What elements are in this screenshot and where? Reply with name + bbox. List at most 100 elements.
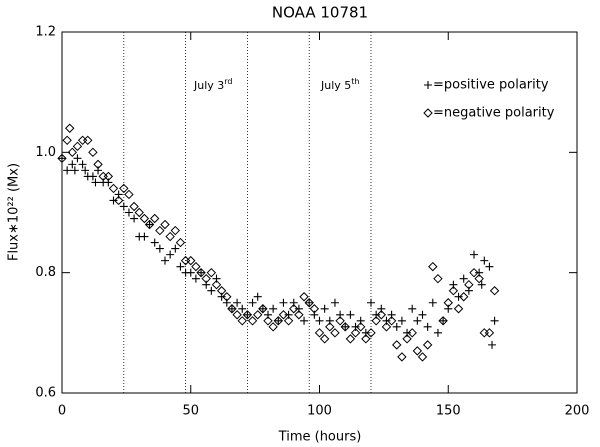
marker-diamond bbox=[165, 231, 175, 242]
marker-plus bbox=[73, 154, 82, 163]
marker-diamond bbox=[371, 316, 381, 326]
marker-diamond bbox=[129, 201, 139, 212]
marker-plus bbox=[109, 196, 118, 205]
marker-diamond bbox=[211, 279, 222, 290]
x-tick-label: 200 bbox=[565, 404, 590, 419]
marker-plus bbox=[464, 286, 473, 295]
marker-plus bbox=[186, 268, 195, 277]
marker-plus bbox=[459, 274, 468, 283]
marker-plus bbox=[243, 310, 252, 319]
marker-plus bbox=[130, 214, 139, 223]
marker-plus bbox=[320, 304, 329, 313]
marker-diamond bbox=[289, 304, 299, 314]
annotation-text: July 5 bbox=[320, 79, 351, 92]
marker-plus bbox=[428, 298, 437, 307]
marker-diamond bbox=[294, 310, 304, 320]
marker-diamond bbox=[227, 304, 237, 314]
marker-diamond bbox=[340, 322, 350, 332]
marker-plus bbox=[392, 322, 401, 331]
marker-plus bbox=[197, 268, 206, 277]
marker-diamond bbox=[139, 213, 150, 224]
legend-label: =positive polarity bbox=[433, 78, 549, 93]
x-tick-label: 0 bbox=[58, 404, 66, 419]
marker-diamond bbox=[361, 334, 371, 344]
marker-plus bbox=[477, 280, 486, 289]
marker-diamond bbox=[62, 135, 72, 146]
marker-plus bbox=[78, 160, 87, 169]
marker-plus bbox=[58, 154, 66, 163]
marker-plus bbox=[248, 298, 257, 307]
marker-plus bbox=[454, 292, 463, 301]
marker-plus bbox=[289, 298, 298, 307]
marker-diamond bbox=[134, 207, 144, 218]
marker-plus bbox=[377, 304, 386, 313]
marker-diamond bbox=[402, 334, 412, 344]
marker-plus bbox=[176, 262, 185, 271]
marker-plus bbox=[361, 328, 370, 337]
y-tick-label: 0.6 bbox=[35, 386, 56, 401]
marker-diamond bbox=[330, 328, 340, 338]
marker-plus bbox=[119, 202, 128, 211]
marker-diamond bbox=[155, 225, 165, 236]
y-tick-label: 1.2 bbox=[35, 25, 56, 40]
marker-diamond bbox=[201, 273, 211, 284]
marker-plus bbox=[305, 298, 314, 307]
marker-diamond bbox=[474, 273, 484, 284]
marker-diamond bbox=[278, 310, 289, 320]
marker-plus bbox=[387, 310, 396, 319]
marker-plus bbox=[470, 250, 478, 259]
marker-diamond bbox=[397, 352, 407, 362]
marker-plus bbox=[233, 298, 242, 307]
marker-diamond bbox=[67, 147, 78, 158]
marker-diamond bbox=[412, 346, 423, 356]
marker-diamond bbox=[77, 135, 88, 146]
marker-plus bbox=[351, 322, 360, 331]
marker-diamond bbox=[392, 340, 402, 350]
marker-diamond bbox=[428, 261, 438, 272]
marker-diamond bbox=[453, 304, 464, 314]
marker-diamond bbox=[423, 108, 433, 118]
marker-diamond bbox=[345, 334, 356, 344]
marker-plus bbox=[258, 304, 267, 313]
legend-label: =negative polarity bbox=[433, 106, 555, 121]
marker-diamond bbox=[283, 316, 294, 326]
marker-plus bbox=[444, 304, 453, 313]
marker-diamond bbox=[484, 328, 495, 338]
marker-diamond bbox=[350, 328, 361, 338]
marker-plus bbox=[403, 328, 412, 337]
marker-diamond bbox=[479, 328, 490, 338]
marker-plus bbox=[150, 238, 159, 247]
marker-diamond bbox=[355, 322, 366, 332]
marker-diamond bbox=[242, 310, 253, 320]
marker-plus bbox=[63, 166, 72, 175]
marker-plus bbox=[124, 208, 133, 217]
marker-diamond bbox=[88, 147, 98, 158]
marker-plus bbox=[269, 304, 278, 313]
marker-plus bbox=[104, 178, 113, 187]
annotation: July 5th bbox=[320, 77, 360, 93]
marker-plus bbox=[114, 190, 123, 199]
marker-plus bbox=[161, 256, 169, 265]
marker-diamond bbox=[191, 261, 201, 272]
marker-diamond bbox=[443, 298, 453, 308]
marker-diamond bbox=[469, 267, 479, 278]
marker-plus bbox=[68, 160, 77, 169]
marker-plus bbox=[294, 304, 303, 313]
marker-diamond bbox=[144, 219, 155, 230]
marker-plus bbox=[202, 280, 211, 289]
marker-plus bbox=[418, 310, 427, 319]
marker-plus bbox=[253, 292, 262, 301]
x-tick-label: 150 bbox=[436, 404, 461, 419]
annotation-text: July 3 bbox=[193, 79, 224, 92]
marker-diamond bbox=[314, 328, 325, 338]
marker-plus bbox=[475, 268, 484, 277]
marker-plus bbox=[191, 274, 200, 283]
marker-plus bbox=[433, 328, 442, 337]
marker-plus bbox=[300, 316, 309, 325]
marker-diamond bbox=[119, 183, 129, 194]
marker-plus bbox=[227, 304, 236, 313]
marker-plus bbox=[423, 322, 432, 331]
marker-diamond bbox=[247, 316, 258, 326]
marker-plus bbox=[264, 310, 272, 319]
marker-plus bbox=[382, 316, 391, 325]
